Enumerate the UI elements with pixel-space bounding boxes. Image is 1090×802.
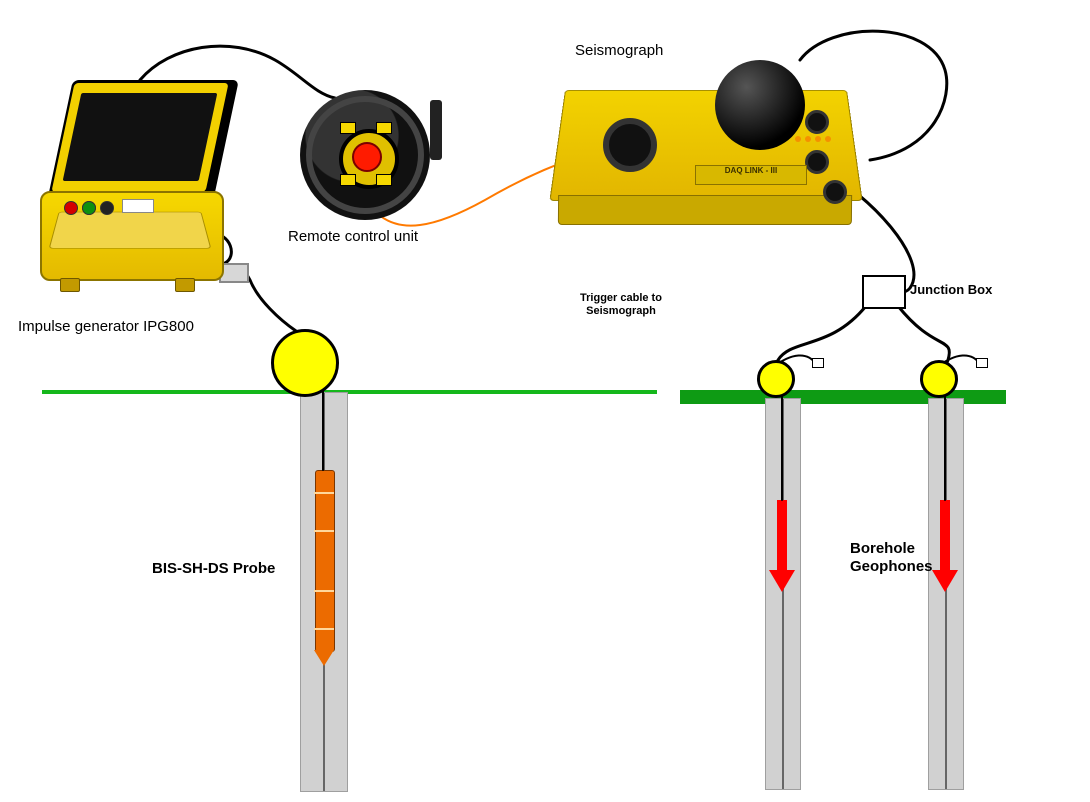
label-bh-geophones-2: Geophones	[850, 558, 933, 575]
label-bh-geophones-1: Borehole	[850, 540, 915, 557]
label-junction: Junction Box	[910, 282, 992, 297]
schematic-stage: DAQ LINK - III Seismograph Remote contro…	[0, 0, 1090, 802]
label-trigger-2: Seismograph	[556, 305, 686, 317]
daq-label: DAQ LINK - III	[695, 165, 807, 185]
connector-geoA	[812, 358, 824, 368]
label-seismograph: Seismograph	[575, 42, 663, 59]
pulley-left	[271, 329, 339, 397]
pulley-right-a	[757, 360, 795, 398]
label-trigger-1: Trigger cable to	[556, 292, 686, 304]
junction-box	[862, 275, 906, 309]
label-bis: BIS-SH-DS Probe	[152, 560, 275, 577]
label-ipg: Impulse generator IPG800	[18, 318, 194, 335]
seismograph-daq: DAQ LINK - III	[565, 80, 855, 225]
label-remote: Remote control unit	[288, 228, 418, 245]
cable-junction-to-geoB	[898, 306, 949, 365]
remote-control-reel	[300, 90, 430, 220]
pulley-right-b	[920, 360, 958, 398]
impulse-generator	[30, 105, 230, 290]
connector-geoB	[976, 358, 988, 368]
